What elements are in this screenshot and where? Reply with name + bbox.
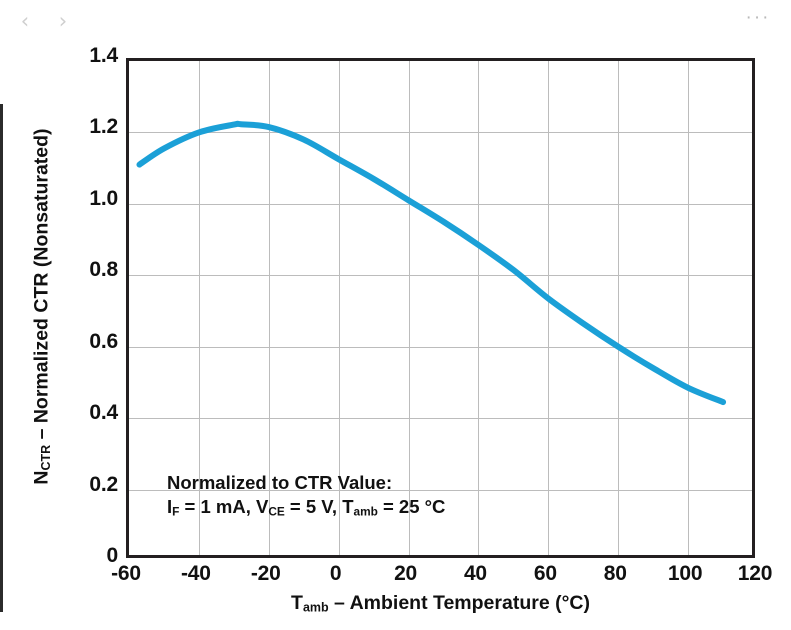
plot-area: Normalized to CTR Value: IF = 1 mA, VCE … [126, 58, 755, 558]
y-tick-label: 1.4 [89, 44, 118, 67]
x-tick-label: 100 [667, 562, 703, 585]
gridline-vertical [408, 61, 410, 555]
gridline-vertical [268, 61, 270, 555]
y-axis-tick-labels: 0 0.2 0.4 0.6 0.8 1.0 1.2 1.4 [52, 0, 118, 630]
annotation-vce-sub: CE [268, 505, 285, 519]
annotation-if-sub: F [172, 505, 180, 519]
x-axis-title-post: – Ambient Temperature (°C) [328, 592, 590, 614]
chevron-right-icon[interactable]: › [58, 9, 68, 33]
gridline-vertical [198, 61, 200, 555]
y-tick-label: 0.2 [89, 472, 118, 496]
x-axis-title: Tamb – Ambient Temperature (°C) [126, 592, 755, 615]
x-tick-label: 120 [737, 562, 773, 585]
gridline-vertical [688, 61, 690, 555]
y-tick-label: 0.8 [89, 258, 118, 282]
annotation-line-2: IF = 1 mA, VCE = 5 V, Tamb = 25 °C [167, 495, 445, 520]
y-tick-label: 0.6 [89, 329, 118, 353]
annotation-tamb-pre: T [342, 496, 354, 518]
gridline-horizontal [129, 346, 752, 348]
x-tick-label: -60 [111, 562, 141, 585]
annotation-if-post: = 1 mA, [179, 496, 256, 518]
chevron-left-icon[interactable]: ‹ [20, 9, 30, 33]
x-tick-label: -40 [180, 562, 211, 585]
data-curve-layer [136, 120, 727, 406]
gridline-horizontal [129, 203, 752, 205]
x-tick-label: 40 [463, 562, 487, 585]
gridline-vertical [478, 61, 480, 555]
gridlines [129, 61, 752, 555]
page-edge-rule [0, 104, 3, 612]
x-tick-label: 0 [329, 562, 342, 585]
series-line-normalized-ctr [136, 120, 727, 406]
y-tick-label: 1.0 [89, 186, 118, 210]
gridline-vertical [338, 61, 340, 555]
annotation-if-pre: I [167, 496, 173, 518]
annotation-line-1: Normalized to CTR Value: [167, 472, 393, 493]
gridline-horizontal [129, 275, 752, 277]
y-axis-title-pre: N [30, 470, 53, 485]
x-axis-title-pre: T [291, 592, 303, 614]
gridline-horizontal [129, 132, 752, 134]
x-axis-tick-labels: -60 -40 -20 0 20 40 60 80 100 120 [0, 562, 791, 594]
y-tick-label: 0 [106, 544, 119, 567]
gridline-horizontal [129, 418, 752, 420]
annotation-tamb-post: = 25 °C [377, 496, 446, 518]
gridline-horizontal [129, 489, 752, 491]
x-axis-title-sub: amb [302, 600, 329, 615]
y-axis-title-post: – Normalized CTR (Nonsaturated) [30, 128, 53, 445]
annotation-tamb-sub: amb [353, 505, 378, 519]
annotation-vce-post: = 5 V, [284, 496, 343, 518]
x-tick-label: 80 [603, 562, 627, 585]
y-axis-title: NCTR – Normalized CTR (Nonsaturated) [31, 57, 54, 557]
annotation-vce-pre: V [255, 496, 269, 518]
gridline-vertical [548, 61, 550, 555]
x-tick-label: 60 [533, 562, 557, 585]
plot-annotation: Normalized to CTR Value: IF = 1 mA, VCE … [167, 471, 445, 521]
gridline-vertical [618, 61, 620, 555]
overflow-menu-icon[interactable]: ··· [745, 7, 771, 28]
y-tick-label: 0.4 [89, 401, 118, 425]
x-tick-label: 20 [394, 562, 418, 585]
y-tick-label: 1.2 [89, 115, 118, 139]
x-tick-label: -20 [250, 562, 281, 585]
viewer-toolbar: ‹ › ··· [0, 0, 791, 46]
